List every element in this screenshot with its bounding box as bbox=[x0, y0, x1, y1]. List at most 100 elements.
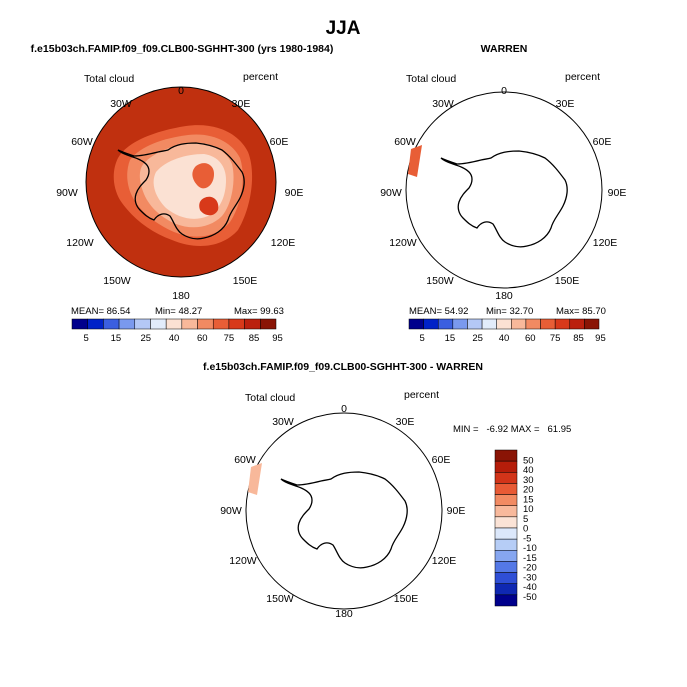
lon-label-60e: 60E bbox=[270, 136, 289, 148]
colorbar-swatch bbox=[494, 516, 518, 529]
colorbar-label: 95 bbox=[272, 333, 283, 344]
panel-model: f.e15b03ch.FAMIP.f09_f09.CLB00-SGHHT-300… bbox=[31, 43, 334, 344]
colorbar-swatch bbox=[494, 505, 518, 518]
colorbar-label: 15 bbox=[523, 494, 534, 505]
panel-diff-border bbox=[245, 412, 443, 610]
panel-obs-variable: Total cloud bbox=[406, 73, 456, 85]
colorbar-swatch bbox=[260, 318, 277, 330]
panel-diff-colorbar bbox=[494, 449, 518, 607]
colorbar-swatch bbox=[494, 494, 518, 506]
lon-label-90w: 90W bbox=[220, 505, 242, 517]
colorbar-swatch bbox=[212, 318, 230, 330]
colorbar-swatch bbox=[118, 318, 136, 330]
colorbar-swatch bbox=[228, 318, 245, 330]
panel-obs-units: percent bbox=[565, 71, 600, 83]
lon-label-120e: 120E bbox=[432, 555, 457, 567]
colorbar-label: 15 bbox=[111, 333, 122, 344]
cloud-spot-south bbox=[199, 196, 219, 216]
colorbar-swatch bbox=[437, 318, 454, 330]
colorbar-swatch bbox=[494, 527, 518, 540]
colorbar-swatch bbox=[494, 572, 518, 584]
panel-diff-lon-labels: 0 30E 60E 90E 120E 150E 180 150W 120W 90… bbox=[220, 403, 465, 620]
colorbar-swatch bbox=[423, 318, 439, 330]
colorbar-swatch bbox=[494, 472, 518, 484]
lon-label-60w: 60W bbox=[71, 136, 93, 148]
colorbar-swatch bbox=[467, 318, 483, 330]
colorbar-label: 30 bbox=[523, 475, 534, 486]
panel-model-variable: Total cloud bbox=[84, 73, 134, 85]
colorbar-label: 75 bbox=[224, 333, 235, 344]
lon-label-150e: 150E bbox=[233, 275, 258, 287]
panel-model-title: f.e15b03ch.FAMIP.f09_f09.CLB00-SGHHT-300… bbox=[31, 43, 334, 55]
colorbar-label: 5 bbox=[523, 514, 528, 525]
colorbar-swatch bbox=[408, 318, 424, 330]
panel-obs: WARREN Total cloud percent 0 30E 60E 90E… bbox=[380, 43, 626, 344]
colorbar-label: 20 bbox=[523, 485, 534, 496]
colorbar-label: 10 bbox=[523, 504, 534, 515]
colorbar-swatch bbox=[494, 594, 518, 607]
panel-diff-units: percent bbox=[404, 389, 439, 401]
colorbar-swatch bbox=[554, 318, 571, 330]
panel-obs-border bbox=[405, 91, 603, 289]
lon-label-30w: 30W bbox=[110, 98, 132, 110]
lon-label-0: 0 bbox=[178, 85, 184, 97]
colorbar-swatch bbox=[87, 318, 104, 330]
panel-obs-max: Max= 85.70 bbox=[556, 306, 606, 317]
lon-label-60e: 60E bbox=[432, 454, 451, 466]
colorbar-swatch bbox=[494, 460, 518, 473]
colorbar-label: 25 bbox=[140, 333, 151, 344]
colorbar-swatch bbox=[540, 318, 556, 330]
colorbar-swatch bbox=[150, 318, 167, 330]
lon-label-150w: 150W bbox=[426, 275, 454, 287]
panel-model-colorbar-labels: 5 15 25 40 60 75 85 95 bbox=[83, 333, 282, 344]
panel-diff-data-patch bbox=[248, 463, 262, 495]
panel-diff: f.e15b03ch.FAMIP.f09_f09.CLB00-SGHHT-300… bbox=[203, 361, 571, 620]
lon-label-30e: 30E bbox=[232, 98, 251, 110]
lon-label-150e: 150E bbox=[555, 275, 580, 287]
lon-label-90e: 90E bbox=[608, 187, 627, 199]
colorbar-label: -10 bbox=[523, 543, 537, 554]
lon-label-60e: 60E bbox=[593, 136, 612, 148]
colorbar-swatch bbox=[181, 318, 198, 330]
cloud-spot-east bbox=[192, 163, 214, 189]
colorbar-swatch bbox=[197, 318, 214, 330]
season-title: JJA bbox=[326, 18, 361, 39]
lon-label-30w: 30W bbox=[272, 416, 294, 428]
panel-obs-title: WARREN bbox=[481, 43, 528, 55]
colorbar-label: -30 bbox=[523, 572, 537, 583]
lon-label-90w: 90W bbox=[380, 187, 402, 199]
lon-label-0: 0 bbox=[501, 85, 507, 97]
colorbar-swatch bbox=[103, 318, 120, 330]
lon-label-60w: 60W bbox=[394, 136, 416, 148]
lon-label-90e: 90E bbox=[285, 187, 304, 199]
panel-model-lon-labels: 0 30E 60E 90E 120E 150E 180 150W 120W 90… bbox=[56, 85, 303, 302]
colorbar-swatch bbox=[244, 318, 261, 330]
colorbar-label: -5 bbox=[523, 533, 531, 544]
lon-label-120e: 120E bbox=[271, 237, 296, 249]
colorbar-label: 15 bbox=[445, 333, 456, 344]
panel-model-contours bbox=[113, 125, 253, 246]
colorbar-label: 60 bbox=[197, 333, 208, 344]
colorbar-swatch bbox=[584, 318, 600, 330]
colorbar-label: 85 bbox=[249, 333, 260, 344]
colorbar-label: 85 bbox=[573, 333, 584, 344]
colorbar-swatch bbox=[525, 318, 541, 330]
lon-label-120w: 120W bbox=[66, 237, 94, 249]
colorbar-swatch bbox=[494, 550, 518, 562]
panel-model-coastline bbox=[117, 142, 245, 240]
lon-label-90e: 90E bbox=[447, 505, 466, 517]
colorbar-label: 75 bbox=[550, 333, 561, 344]
colorbar-label: 40 bbox=[169, 333, 180, 344]
panel-obs-lon-labels: 0 30E 60E 90E 120E 150E 180 150W 120W 90… bbox=[380, 85, 626, 302]
colorbar-swatch bbox=[494, 483, 518, 495]
lon-label-30e: 30E bbox=[396, 416, 415, 428]
colorbar-label: 40 bbox=[523, 465, 534, 476]
colorbar-label: 25 bbox=[472, 333, 483, 344]
colorbar-label: 5 bbox=[420, 333, 425, 344]
colorbar-label: 95 bbox=[595, 333, 606, 344]
lon-label-30e: 30E bbox=[556, 98, 575, 110]
panel-model-mean: MEAN= 86.54 bbox=[71, 306, 130, 317]
lon-label-180: 180 bbox=[172, 290, 190, 302]
